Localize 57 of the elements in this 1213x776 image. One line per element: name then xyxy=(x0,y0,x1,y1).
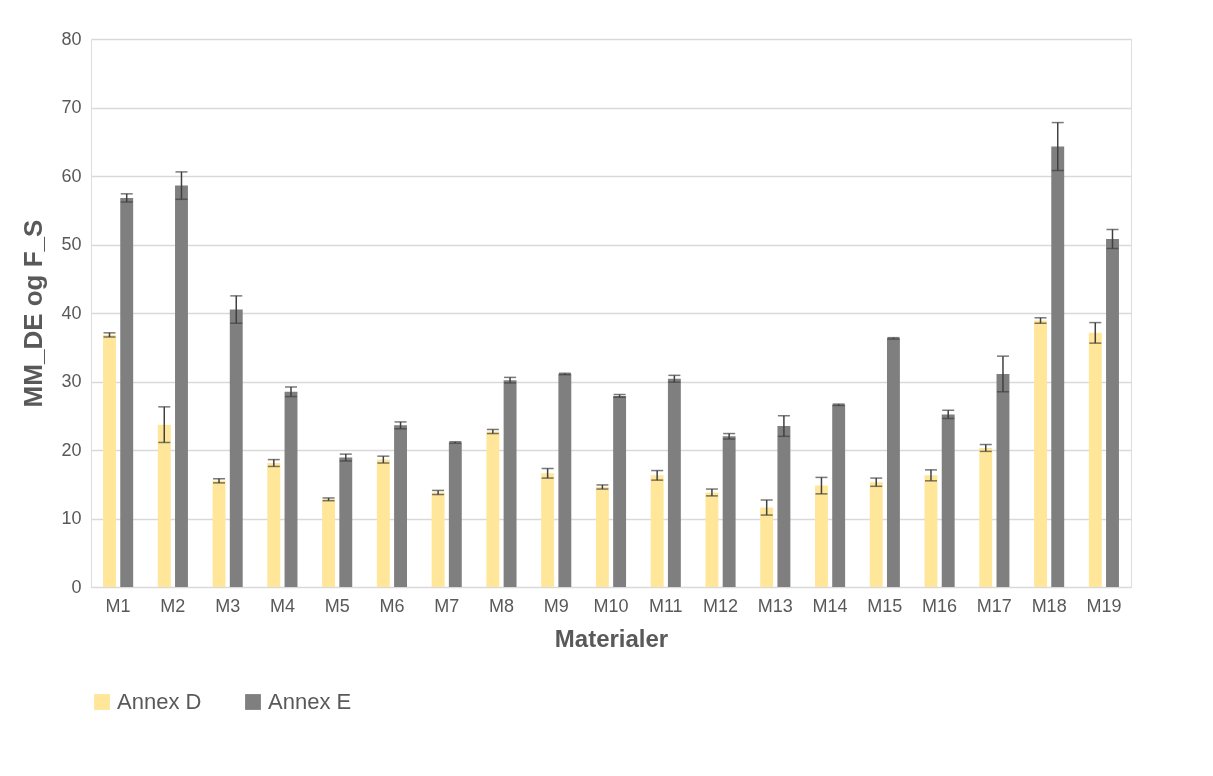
y-tick-label: 70 xyxy=(61,97,82,117)
bar xyxy=(448,442,462,587)
bar xyxy=(1106,239,1119,587)
x-tick-label: M14 xyxy=(812,595,848,616)
bar xyxy=(541,473,555,587)
x-tick-label: M8 xyxy=(488,595,514,616)
bar xyxy=(613,395,627,587)
y-tick-label: 10 xyxy=(61,508,82,528)
bar xyxy=(815,485,828,587)
y-axis-title: MM_DE og F_S xyxy=(18,219,49,408)
y-tick-label: 80 xyxy=(61,28,82,49)
x-tick-label: M17 xyxy=(976,595,1012,616)
x-axis-title: Materialer xyxy=(554,624,669,652)
x-tick-label: M7 xyxy=(434,595,460,616)
bar xyxy=(157,424,171,587)
bar xyxy=(284,391,298,587)
y-tick-label: 40 xyxy=(61,302,82,323)
y-tick-label: 0 xyxy=(71,576,82,597)
x-tick-label: M10 xyxy=(593,595,629,616)
bar xyxy=(941,414,955,587)
bar xyxy=(1051,146,1065,587)
x-tick-label: M3 xyxy=(215,595,241,616)
x-tick-label: M11 xyxy=(648,595,683,616)
bar xyxy=(229,309,243,587)
x-tick-label: M13 xyxy=(757,595,793,616)
bar xyxy=(760,507,774,587)
bar xyxy=(832,404,846,587)
bar xyxy=(650,475,664,587)
bar xyxy=(103,334,116,587)
x-tick-label: M9 xyxy=(543,595,569,616)
bar xyxy=(924,475,938,587)
x-tick-label: M18 xyxy=(1031,595,1067,616)
y-tick-label: 50 xyxy=(61,234,82,254)
x-tick-label: M6 xyxy=(379,595,405,616)
y-tick-label: 60 xyxy=(61,165,82,186)
x-tick-label: M4 xyxy=(269,595,295,616)
x-tick-label: M2 xyxy=(160,595,186,616)
legend-label: Annex E xyxy=(268,689,352,714)
y-tick-label: 30 xyxy=(61,371,82,391)
bar xyxy=(1088,332,1102,587)
bar xyxy=(322,499,336,587)
x-tick-label: M15 xyxy=(867,595,903,616)
y-tick-label: 20 xyxy=(61,439,82,460)
x-tick-label: M16 xyxy=(922,595,958,616)
bar xyxy=(595,486,609,587)
bar xyxy=(996,373,1010,587)
bar xyxy=(869,482,883,587)
x-tick-label: M5 xyxy=(324,595,350,616)
x-tick-label: M1 xyxy=(105,595,131,616)
x-tick-label: M19 xyxy=(1086,595,1122,616)
bar xyxy=(558,373,572,587)
bar xyxy=(777,426,791,587)
legend-label: Annex D xyxy=(117,689,202,714)
x-tick-label: M12 xyxy=(703,595,739,616)
bar xyxy=(175,185,188,587)
bar xyxy=(886,338,900,587)
bar xyxy=(212,480,226,587)
